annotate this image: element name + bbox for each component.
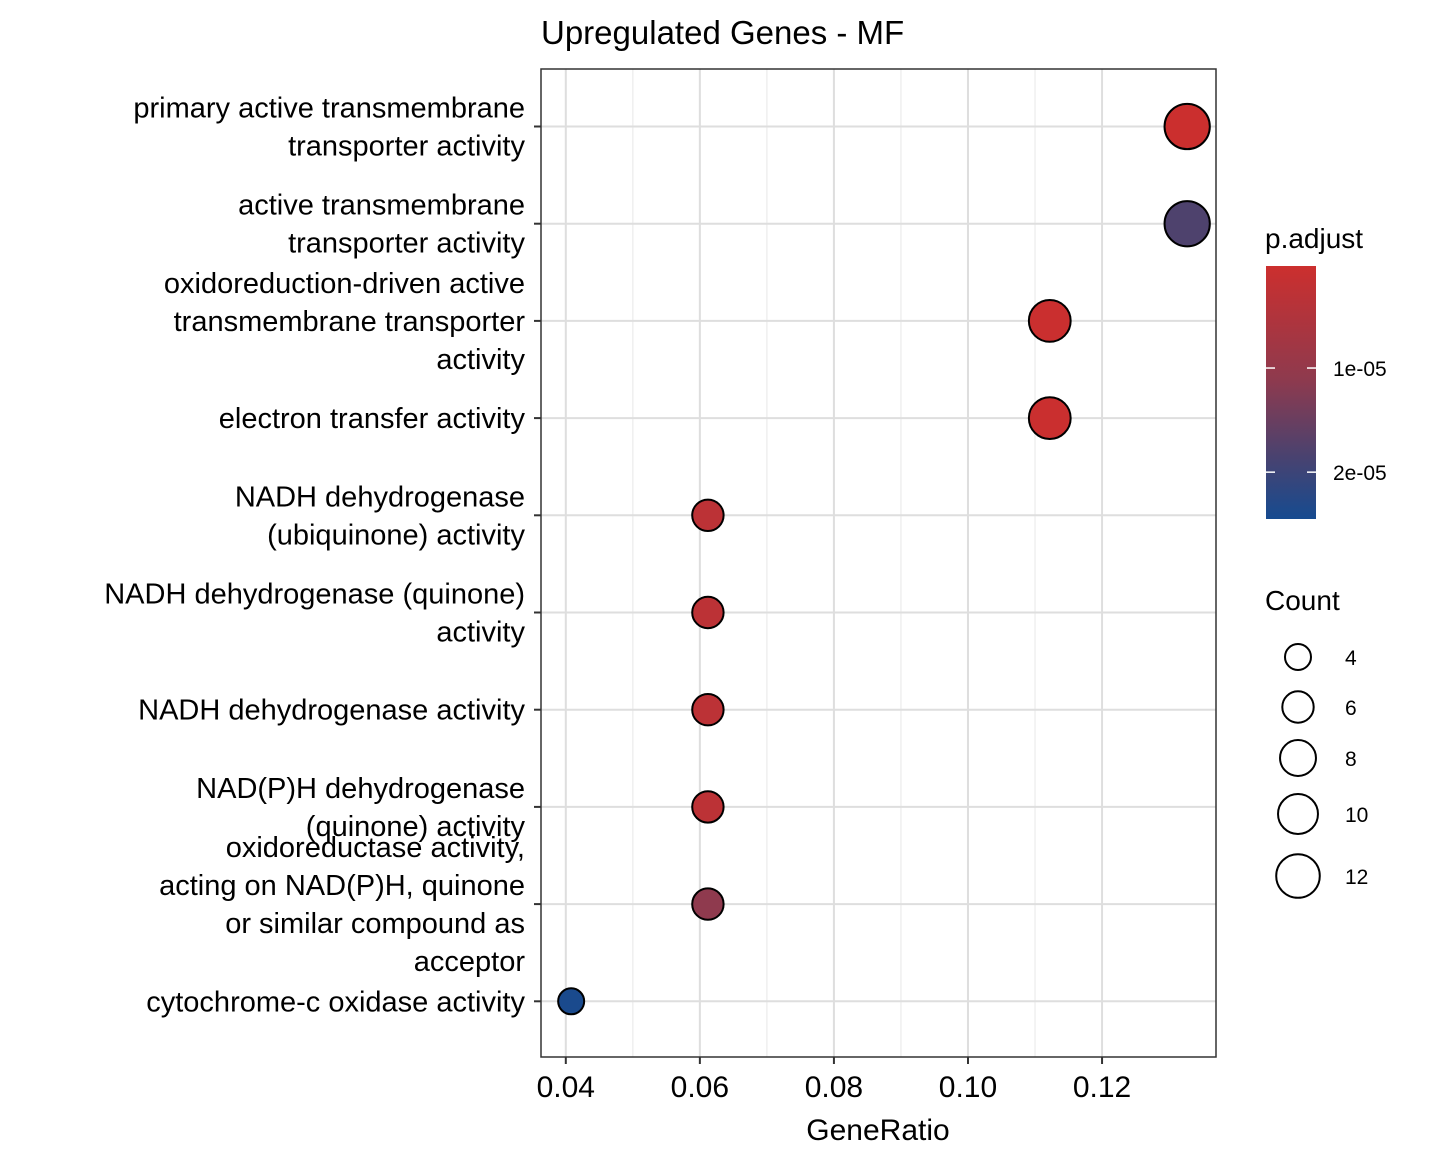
size-legend-key (1281, 690, 1315, 724)
y-tick-label: oxidoreductase activity, acting on NAD(P)… (159, 832, 525, 978)
size-legend-label: 8 (1345, 748, 1357, 771)
data-point (691, 693, 725, 727)
data-point (557, 987, 586, 1016)
y-tick-label: cytochrome-c oxidase activity (146, 986, 525, 1018)
data-point (1027, 396, 1072, 440)
y-tick-label: oxidoreduction-driven active transmembran… (164, 268, 526, 376)
size-legend-key (1277, 793, 1319, 835)
color-legend: p.adjust 1e-05 2e-05 (1265, 223, 1387, 519)
data-point (691, 790, 725, 824)
y-tick-label: primary active transmembrane transporter … (133, 93, 525, 163)
size-legend-title: Count (1265, 585, 1340, 616)
size-legend-key (1284, 643, 1312, 671)
x-tick-label: 0.10 (939, 1071, 997, 1104)
y-tick-label: NADH dehydrogenase (quinone) activity (104, 579, 525, 649)
size-legend-entries: 4 6 8 10 12 (1275, 643, 1368, 899)
data-point (1163, 102, 1211, 151)
x-tick-label: 0.12 (1073, 1071, 1131, 1104)
plot-panel-border (540, 68, 1217, 1058)
x-tick-label: 0.08 (805, 1071, 863, 1104)
data-point (691, 887, 725, 921)
x-tick-label: 0.06 (671, 1071, 729, 1104)
size-legend-label: 10 (1345, 804, 1368, 827)
color-legend-ticks: 1e-05 2e-05 (1266, 358, 1387, 485)
y-tick-label: NADH dehydrogenase activity (138, 695, 525, 727)
y-tick-label: NAD(P)H dehydrogenase (quinone) activity (196, 773, 525, 843)
x-axis: 0.04 0.06 0.08 0.10 0.12 (537, 1057, 1131, 1104)
size-legend-label: 4 (1345, 647, 1357, 670)
x-tick-label: 0.04 (537, 1071, 595, 1104)
size-legend-label: 12 (1345, 866, 1368, 889)
data-point (691, 595, 725, 630)
data-point (1163, 200, 1211, 248)
x-axis-title: GeneRatio (806, 1114, 949, 1147)
data-point (1027, 299, 1072, 343)
size-legend-key (1279, 739, 1317, 777)
color-legend-title: p.adjust (1265, 223, 1363, 254)
color-legend-label: 2e-05 (1333, 462, 1387, 485)
size-legend-label: 6 (1345, 697, 1357, 720)
y-tick-label: active transmembrane transporter activity (238, 190, 525, 260)
data-points (557, 102, 1211, 1016)
color-legend-bar (1266, 266, 1316, 519)
y-tick-label: electron transfer activity (219, 403, 526, 435)
grid (541, 69, 1216, 1057)
size-legend-key (1275, 853, 1321, 899)
data-point (691, 498, 725, 532)
y-tick-label: NADH dehydrogenase (ubiquinone) activity (235, 481, 526, 551)
color-legend-label: 1e-05 (1333, 358, 1387, 381)
size-legend: Count 4 6 8 10 12 (1265, 585, 1368, 899)
y-axis: primary active transmembrane transporter … (104, 93, 541, 1018)
chart-title: Upregulated Genes - MF (541, 14, 904, 51)
